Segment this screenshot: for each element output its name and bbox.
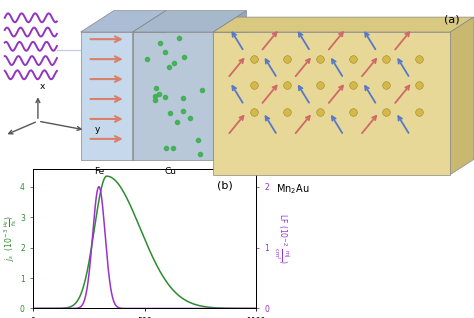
Text: x: x <box>40 82 46 91</box>
Y-axis label: $j_s$  ($10^{-3}$ $\frac{\mu_B}{\mathrm{fs}}$): $j_s$ ($10^{-3}$ $\frac{\mu_B}{\mathrm{f… <box>2 216 18 261</box>
Text: Fe: Fe <box>94 167 105 176</box>
Y-axis label: LF ($10^{-2}$ $\frac{\mathrm{mJ}}{\mathrm{cm}^2}$): LF ($10^{-2}$ $\frac{\mathrm{mJ}}{\mathr… <box>272 213 291 264</box>
Polygon shape <box>450 17 474 175</box>
Polygon shape <box>213 17 474 32</box>
Polygon shape <box>81 11 166 32</box>
Polygon shape <box>213 32 450 175</box>
Text: Cu: Cu <box>164 167 177 176</box>
Polygon shape <box>133 11 246 32</box>
Text: (a): (a) <box>444 14 460 24</box>
Polygon shape <box>133 11 166 160</box>
Polygon shape <box>213 11 246 160</box>
Polygon shape <box>133 32 213 160</box>
Text: y: y <box>95 126 100 135</box>
Text: (b): (b) <box>217 180 233 190</box>
Polygon shape <box>81 32 133 160</box>
Text: Mn$_2$Au: Mn$_2$Au <box>276 183 310 196</box>
